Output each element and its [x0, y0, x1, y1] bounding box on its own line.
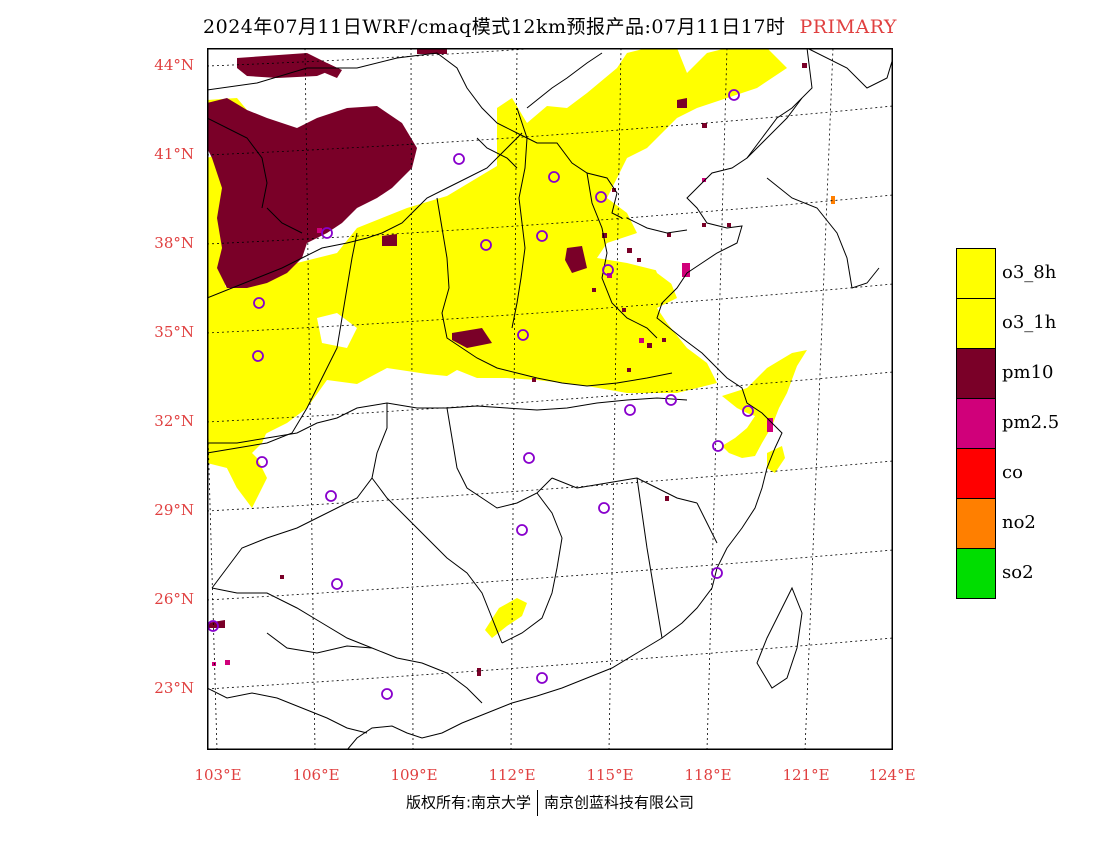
legend-label-no2: no2 — [1002, 512, 1036, 533]
boundaries — [207, 48, 893, 750]
legend-label-o3-8h: o3_8h — [1002, 262, 1057, 283]
footer-divider — [537, 790, 539, 816]
lat-label-32: 32°N — [154, 412, 194, 430]
lat-label-23: 23°N — [154, 679, 194, 697]
lat-label-29: 29°N — [154, 501, 194, 519]
legend-swatch-so2 — [956, 548, 996, 599]
lat-label-41: 41°N — [154, 145, 194, 163]
legend-label-pm10: pm10 — [1002, 362, 1054, 383]
lon-label-109: 109°E — [390, 766, 438, 784]
legend-swatch-pm25 — [956, 398, 996, 449]
title-tag: PRIMARY — [799, 16, 897, 38]
station-markers — [207, 89, 754, 700]
legend-swatch-pm10 — [956, 348, 996, 399]
pm10-region — [207, 48, 687, 628]
forecast-map — [207, 48, 893, 750]
lat-label-38: 38°N — [154, 234, 194, 252]
title-text: 2024年07月11日WRF/cmaq模式12km预报产品:07月11日17时 — [203, 16, 786, 38]
legend-swatch-o3-1h — [956, 298, 996, 349]
legend-label-so2: so2 — [1002, 562, 1034, 583]
legend-label-pm25: pm2.5 — [1002, 412, 1060, 433]
lon-label-103: 103°E — [194, 766, 242, 784]
lon-label-118: 118°E — [684, 766, 732, 784]
legend-swatch-o3-8h — [956, 248, 996, 299]
pm10-speckle — [280, 63, 807, 676]
map-title: 2024年07月11日WRF/cmaq模式12km预报产品:07月11日17时 P… — [0, 12, 1100, 39]
legend-label-co: co — [1002, 462, 1023, 483]
copyright-owner: 版权所有:南京大学 — [405, 793, 532, 812]
lon-label-124: 124°E — [868, 766, 916, 784]
lon-label-112: 112°E — [488, 766, 536, 784]
graticule — [207, 48, 893, 750]
legend-swatch-no2 — [956, 498, 996, 549]
copyright-company: 南京创蓝科技有限公司 — [544, 793, 695, 812]
lon-label-121: 121°E — [782, 766, 830, 784]
lat-label-35: 35°N — [154, 323, 194, 341]
lon-label-106: 106°E — [292, 766, 340, 784]
lon-label-115: 115°E — [586, 766, 634, 784]
lat-label-26: 26°N — [154, 590, 194, 608]
legend-label-o3-1h: o3_1h — [1002, 312, 1057, 333]
legend-swatch-co — [956, 448, 996, 499]
map-frame — [207, 48, 893, 750]
no2-speckle — [831, 196, 835, 204]
lat-label-44: 44°N — [154, 56, 194, 74]
copyright-footer: 版权所有:南京大学 南京创蓝科技有限公司 — [0, 790, 1100, 816]
